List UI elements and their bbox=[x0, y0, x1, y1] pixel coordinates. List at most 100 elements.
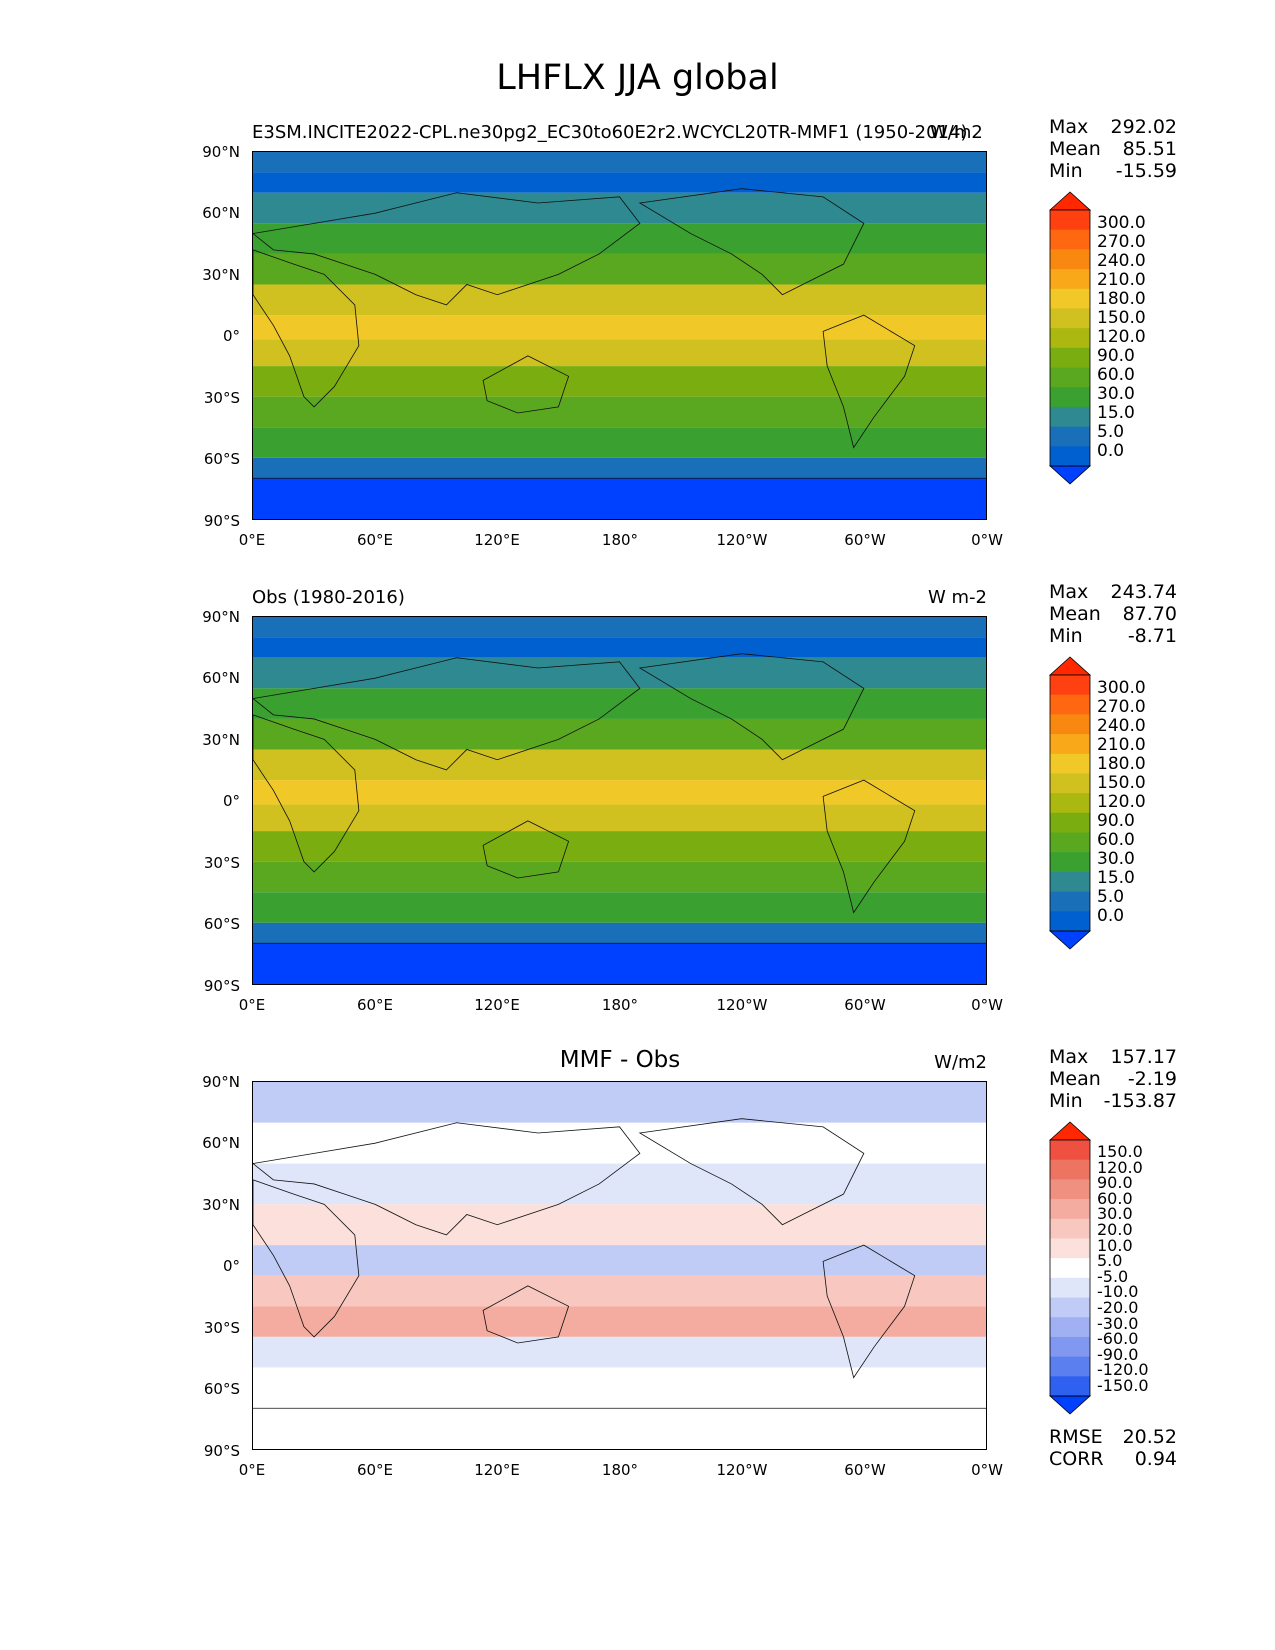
field-band bbox=[253, 366, 986, 397]
colorbar-segment bbox=[1050, 891, 1090, 912]
field-band bbox=[253, 861, 986, 893]
x-tick-label: 120°E bbox=[474, 996, 520, 1014]
x-tick-label: 180° bbox=[601, 531, 639, 549]
cb-label: -5.0 bbox=[1097, 1266, 1129, 1286]
colorbar-segment bbox=[1050, 852, 1090, 873]
cb-label: 0.0 bbox=[1097, 906, 1125, 926]
y-tick-label: 90°S bbox=[203, 1442, 240, 1460]
panel-1-map bbox=[252, 151, 987, 520]
colorbar-extend-min bbox=[1048, 1395, 1092, 1415]
panel-2-map bbox=[252, 616, 987, 985]
colorbar-extend-min bbox=[1048, 930, 1092, 950]
field-band bbox=[253, 1082, 986, 1123]
max-value: 157.17 bbox=[1110, 1046, 1177, 1068]
min-value: -153.87 bbox=[1103, 1090, 1177, 1112]
coastline bbox=[482, 820, 570, 879]
cb-label: 120.0 bbox=[1097, 792, 1146, 812]
colorbar-segment bbox=[1050, 249, 1090, 270]
panel-1-colorbar-bar bbox=[1048, 191, 1092, 485]
y-tick-label: 90°S bbox=[203, 977, 240, 995]
y-tick-label: 60°N bbox=[202, 1134, 240, 1152]
max-label: Max bbox=[1049, 1046, 1089, 1068]
field-band bbox=[253, 1408, 986, 1449]
x-tick-label: 180° bbox=[601, 996, 639, 1014]
field-band bbox=[253, 749, 986, 781]
colorbar-frame bbox=[1049, 1139, 1091, 1397]
cb-label: 90.0 bbox=[1097, 811, 1135, 831]
cb-label: -60.0 bbox=[1097, 1329, 1139, 1349]
coastline bbox=[822, 779, 916, 914]
field-band bbox=[253, 284, 986, 316]
coastline bbox=[482, 355, 570, 414]
x-tick-label: 60°W bbox=[844, 531, 886, 549]
cb-label: 210.0 bbox=[1097, 735, 1146, 755]
y-tick-label: 90°N bbox=[202, 143, 240, 161]
cb-label: 5.0 bbox=[1097, 1251, 1123, 1271]
mean-value: 87.70 bbox=[1122, 603, 1177, 625]
colorbar-segment bbox=[1050, 210, 1090, 231]
field-band bbox=[253, 892, 986, 923]
cb-label: -120.0 bbox=[1097, 1360, 1149, 1380]
cb-label: -90.0 bbox=[1097, 1344, 1139, 1364]
field-band bbox=[253, 922, 986, 944]
cb-label: 150.0 bbox=[1097, 308, 1146, 328]
cb-label: 30.0 bbox=[1097, 384, 1135, 404]
x-tick-label: 120°E bbox=[474, 531, 520, 549]
y-tick-label: 30°N bbox=[202, 266, 240, 284]
colorbar-segment bbox=[1050, 812, 1090, 834]
field-band bbox=[253, 1163, 986, 1205]
x-tick-label: 120°W bbox=[716, 531, 768, 549]
panel-2-colorbar-labels: 300.0 270.0 240.0 210.0 180.0 150.0 120.… bbox=[1097, 679, 1146, 926]
x-tick-label: 60°E bbox=[356, 1461, 394, 1479]
cb-label: 60.0 bbox=[1097, 365, 1135, 385]
coastline bbox=[638, 188, 865, 296]
x-tick-label: 0°W bbox=[971, 531, 1003, 549]
colorbar-segment bbox=[1050, 328, 1090, 349]
coastline bbox=[253, 192, 641, 306]
panel-1-colorbar bbox=[1048, 191, 1092, 485]
colorbar-segment bbox=[1050, 753, 1090, 774]
min-label: Min bbox=[1049, 625, 1083, 647]
colorbar-segment bbox=[1050, 288, 1090, 309]
colorbar-extend-max bbox=[1048, 1121, 1092, 1141]
x-tick-label: 120°W bbox=[716, 996, 768, 1014]
panel-2-colorbar-bar bbox=[1048, 656, 1092, 950]
corr-label: CORR bbox=[1049, 1448, 1104, 1470]
coastline bbox=[482, 1285, 570, 1344]
colorbar-segment bbox=[1050, 1258, 1090, 1279]
y-tick-label: 60°S bbox=[203, 915, 240, 933]
y-tick-label: 90°N bbox=[202, 1073, 240, 1091]
colorbar-segment bbox=[1050, 1159, 1090, 1180]
coastline bbox=[822, 1244, 916, 1379]
colorbar-segment bbox=[1050, 1277, 1090, 1299]
cb-label: 90.0 bbox=[1097, 346, 1135, 366]
cb-label: 10.0 bbox=[1097, 1235, 1133, 1255]
cb-label: 30.0 bbox=[1097, 1204, 1133, 1224]
colorbar-segment bbox=[1050, 347, 1090, 369]
cb-label: 300.0 bbox=[1097, 678, 1146, 698]
field-band bbox=[253, 253, 986, 285]
panel-2-stats: Max 243.74 Mean 87.70 Min -8.71 bbox=[1049, 581, 1177, 647]
cb-label: 180.0 bbox=[1097, 754, 1146, 774]
colorbar-segment bbox=[1050, 1356, 1090, 1377]
cb-label: 30.0 bbox=[1097, 849, 1135, 869]
mean-label: Mean bbox=[1049, 1068, 1101, 1090]
cb-label: 20.0 bbox=[1097, 1219, 1133, 1239]
colorbar-segment bbox=[1050, 1199, 1090, 1220]
colorbar-frame bbox=[1049, 674, 1091, 932]
panel-3-colorbar bbox=[1048, 1121, 1092, 1415]
y-tick-label: 60°S bbox=[203, 1380, 240, 1398]
field-band bbox=[253, 637, 986, 658]
page-title: LHFLX JJA global bbox=[496, 58, 779, 98]
colorbar-segment bbox=[1050, 1336, 1090, 1358]
cb-label: 150.0 bbox=[1097, 1142, 1143, 1161]
colorbar-segment bbox=[1050, 911, 1090, 932]
max-label: Max bbox=[1049, 581, 1089, 603]
cb-label: 60.0 bbox=[1097, 1188, 1133, 1208]
cb-label: 150.0 bbox=[1097, 773, 1146, 793]
panel-3-metrics: RMSE 20.52 CORR 0.94 bbox=[1049, 1426, 1177, 1470]
colorbar-segment bbox=[1050, 734, 1090, 755]
y-tick-label: 30°N bbox=[202, 1196, 240, 1214]
panel-3-stats: Max 157.17 Mean -2.19 Min -153.87 bbox=[1049, 1046, 1177, 1112]
field-band bbox=[253, 1275, 986, 1307]
